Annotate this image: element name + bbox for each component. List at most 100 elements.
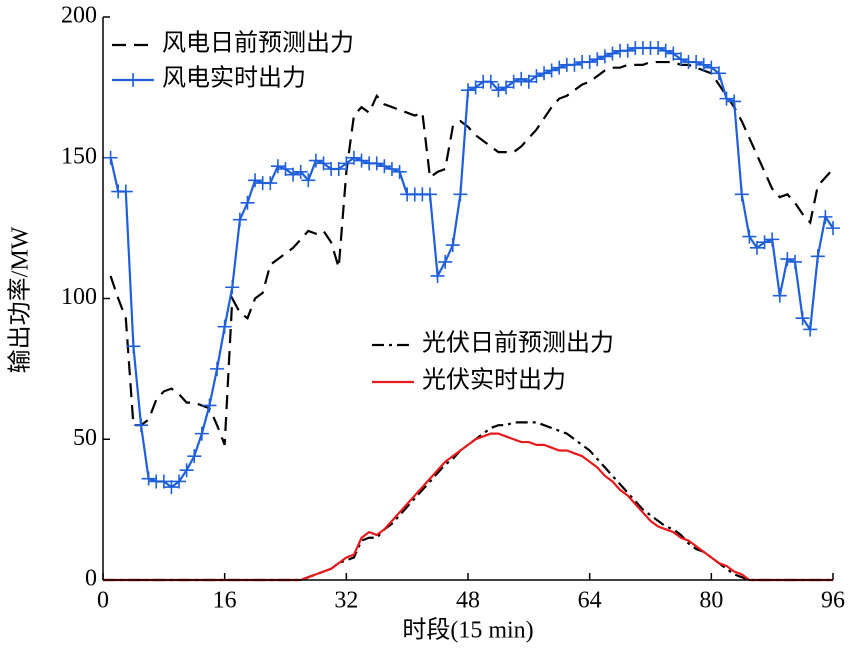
point-marker (225, 280, 240, 295)
point-marker (210, 361, 225, 376)
x-tick-label: 32 (334, 588, 358, 614)
point-marker (483, 74, 498, 89)
x-axis-label: 时段(15 min) (402, 617, 533, 644)
point-marker (719, 91, 734, 106)
point-marker (141, 471, 156, 486)
series-line (103, 432, 833, 582)
legend-marker (126, 73, 140, 87)
point-marker (103, 150, 118, 165)
point-marker (537, 66, 552, 81)
x-tick-label: 96 (821, 588, 845, 614)
y-axis-label: 输出功率/MW (7, 226, 34, 373)
point-marker (529, 69, 544, 84)
point-marker (567, 57, 582, 72)
point-marker (286, 167, 301, 182)
point-marker (293, 164, 308, 179)
y-tick-label: 0 (85, 566, 97, 592)
point-marker (696, 57, 711, 72)
point-marker (704, 60, 719, 75)
y-tick-label: 150 (61, 143, 97, 169)
y-tick-label: 50 (73, 425, 97, 451)
point-marker (552, 60, 567, 75)
point-marker (179, 463, 194, 478)
point-marker (673, 52, 688, 67)
x-tick-label: 0 (97, 588, 109, 614)
point-marker (521, 74, 536, 89)
legend-label: 光伏日前预测出力 (422, 330, 614, 357)
point-marker (468, 80, 483, 95)
x-tick-label: 48 (456, 588, 480, 614)
point-marker (339, 156, 354, 171)
point-marker (301, 173, 316, 188)
point-marker (605, 46, 620, 61)
point-marker (217, 319, 232, 334)
point-marker (666, 46, 681, 61)
point-marker (499, 80, 514, 95)
point-marker (384, 162, 399, 177)
x-tick-label: 16 (213, 588, 237, 614)
point-marker (597, 49, 612, 64)
point-marker (689, 55, 704, 70)
point-marker (818, 209, 833, 224)
point-marker (582, 55, 597, 70)
point-marker (194, 426, 209, 441)
point-marker (134, 418, 149, 433)
point-marker (757, 235, 772, 250)
point-marker (248, 173, 263, 188)
point-marker (422, 187, 437, 202)
point-marker (164, 480, 179, 495)
point-marker (377, 159, 392, 174)
point-marker (331, 162, 346, 177)
point-marker (590, 52, 605, 67)
point-marker (514, 71, 529, 86)
point-marker (772, 288, 787, 303)
point-marker (308, 153, 323, 168)
point-marker (810, 249, 825, 264)
point-marker (795, 311, 810, 326)
point-marker (156, 474, 171, 489)
point-marker (658, 43, 673, 58)
point-marker (620, 43, 635, 58)
point-marker (240, 195, 255, 210)
point-marker (453, 187, 468, 202)
point-marker (202, 398, 217, 413)
series-line (109, 46, 834, 489)
point-marker (749, 240, 764, 255)
point-marker (118, 184, 133, 199)
point-marker (263, 176, 278, 191)
y-tick-label: 200 (61, 3, 97, 29)
point-marker (270, 159, 285, 174)
point-marker (780, 252, 795, 267)
point-marker (126, 339, 141, 354)
point-marker (369, 156, 384, 171)
point-marker (506, 74, 521, 89)
point-marker (803, 322, 818, 337)
point-marker (232, 212, 247, 227)
point-marker (742, 229, 757, 244)
point-marker (826, 221, 840, 236)
point-marker (346, 150, 361, 165)
point-marker (765, 232, 780, 247)
point-marker (187, 449, 202, 464)
x-tick-label: 64 (578, 588, 602, 614)
point-marker (491, 83, 506, 98)
legend-label: 风电日前预测出力 (162, 30, 354, 57)
point-marker (438, 254, 453, 269)
point-marker (278, 162, 293, 177)
legend-label: 风电实时出力 (162, 65, 306, 92)
x-tick-label: 80 (699, 588, 723, 614)
point-marker (445, 238, 460, 253)
point-marker (787, 254, 802, 269)
point-marker (734, 187, 749, 202)
point-marker (354, 153, 369, 168)
point-marker (711, 66, 726, 81)
legend-label: 光伏实时出力 (422, 367, 566, 394)
point-marker (316, 156, 331, 171)
y-tick-label: 100 (61, 284, 97, 310)
point-marker (727, 94, 742, 109)
point-marker (651, 40, 666, 55)
point-marker (461, 83, 475, 98)
point-marker (392, 164, 407, 179)
point-marker (172, 474, 187, 489)
